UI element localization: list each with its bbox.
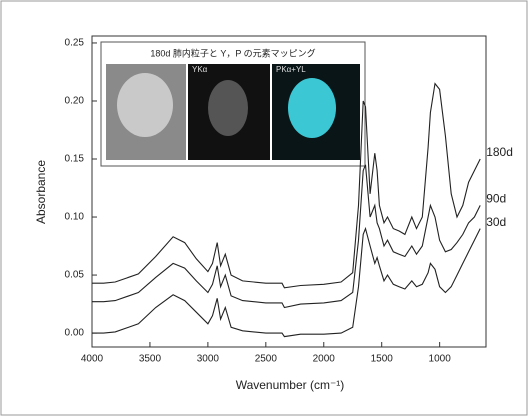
series-line <box>92 82 481 289</box>
x-axis-label: Wavenumber (cm⁻¹) <box>236 378 345 392</box>
y-axis-label: Absorbance <box>34 160 48 224</box>
y-map-particle <box>208 80 248 136</box>
x-tick-label: 1000 <box>429 354 452 365</box>
series-label: 90d <box>486 192 506 206</box>
x-tick-label: 2500 <box>255 354 278 365</box>
x-tick-label: 2000 <box>313 354 336 365</box>
sem-particle <box>117 73 173 137</box>
y-tick-label: 0.25 <box>65 38 85 49</box>
inset: 180d 肺内粒子と Y，P の元素マッピング YKα PKα+YL <box>100 41 366 167</box>
x-tick-label: 3000 <box>197 354 220 365</box>
y-tick-label: 0.20 <box>65 96 85 107</box>
inset-title: 180d 肺内粒子と Y，P の元素マッピング <box>150 47 315 58</box>
x-tick-label: 1500 <box>371 354 394 365</box>
x-tick-label: 4000 <box>81 354 104 365</box>
y-tick-label: 0.15 <box>65 154 85 165</box>
y-tick-label: 0.05 <box>65 270 85 281</box>
series-label: 180d <box>486 145 513 159</box>
y-tick-label: 0.00 <box>65 328 85 339</box>
series-line <box>92 164 481 309</box>
series-label: 30d <box>486 215 506 229</box>
series-line <box>92 226 481 338</box>
p-map-particle <box>288 78 336 138</box>
inset-panel-label: PKα+YL <box>276 65 306 74</box>
plot-area <box>91 35 487 348</box>
inset-panel-label: YKα <box>192 65 208 74</box>
x-tick-label: 3500 <box>139 354 162 365</box>
y-tick-label: 0.10 <box>65 212 85 223</box>
